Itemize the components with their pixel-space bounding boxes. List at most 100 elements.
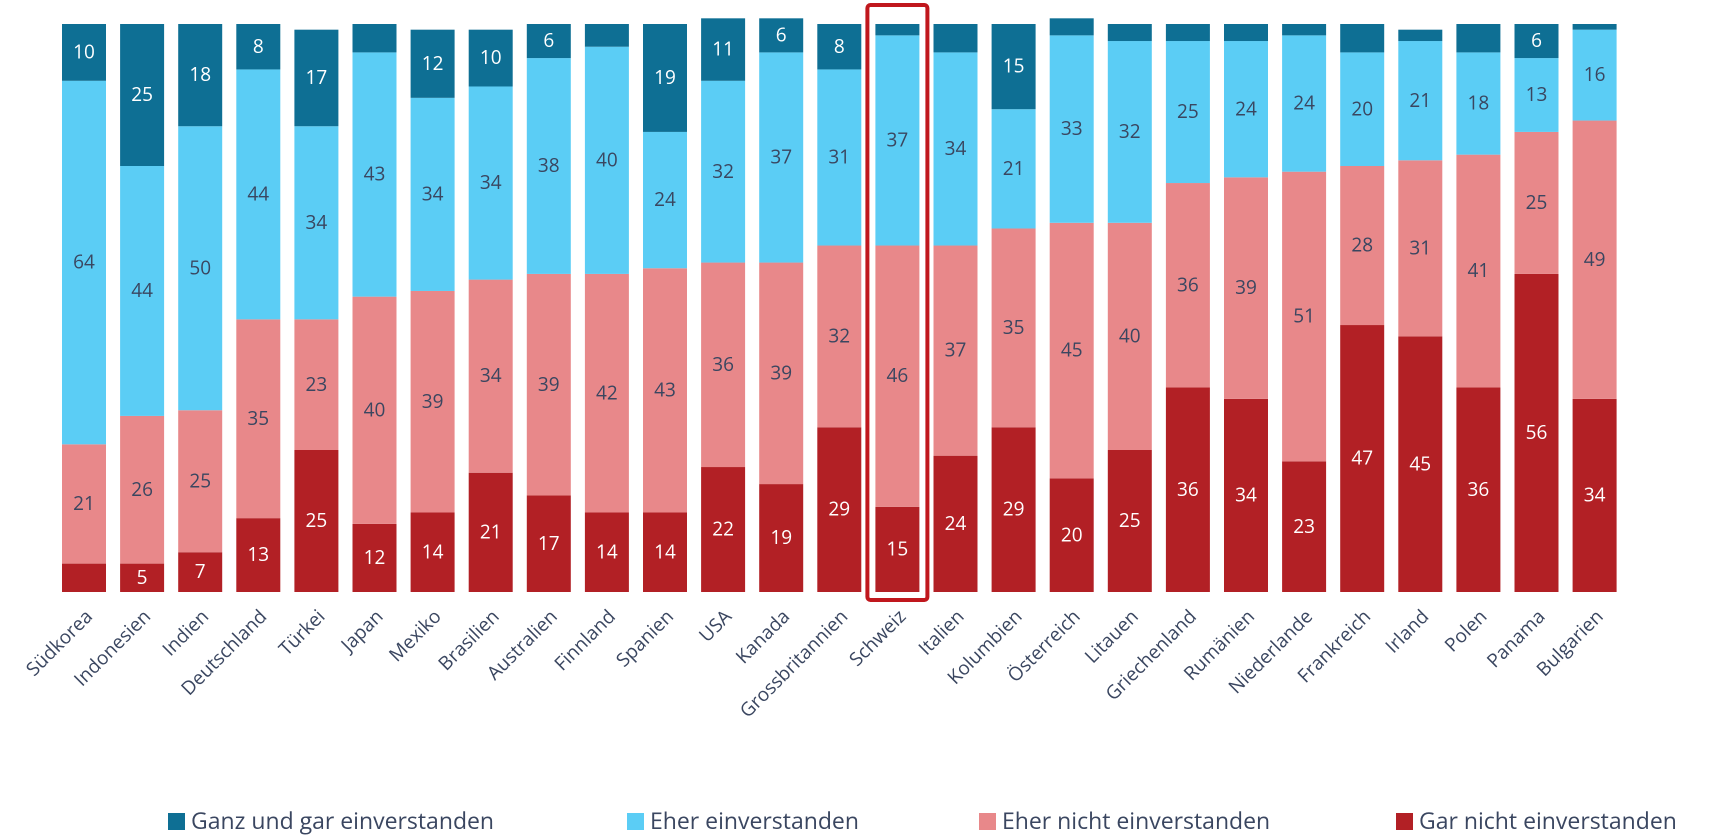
value-label: 44: [247, 180, 269, 206]
bar-segment: [236, 69, 281, 320]
value-label: 8: [253, 33, 264, 59]
bar-segment: [236, 518, 281, 592]
legend-swatch: [979, 813, 996, 830]
bar-segment: [62, 444, 106, 564]
bar-segment: [1572, 398, 1617, 592]
bar-segment: [817, 69, 862, 246]
bar-segment: [1340, 166, 1385, 326]
bar-segment: [701, 262, 746, 468]
x-tick-label: Japan: [334, 603, 389, 658]
bar-segment: [294, 29, 339, 127]
value-label: 47: [1351, 445, 1373, 471]
bar-segment: [1224, 177, 1268, 399]
value-label: 32: [1119, 118, 1141, 144]
value-label: 34: [306, 209, 328, 235]
bar-segment: [875, 35, 920, 246]
bar-segment: [991, 228, 1036, 428]
bar-segment: [933, 52, 978, 246]
value-label: 45: [1061, 337, 1083, 363]
legend-label: Ganz und gar einverstanden: [191, 804, 494, 836]
value-label: 34: [945, 135, 967, 161]
bar-segment: [120, 563, 165, 592]
value-label: 44: [131, 277, 153, 303]
bar-segment: [1514, 273, 1559, 592]
value-label: 26: [131, 476, 153, 502]
bar-segment: [62, 563, 106, 592]
value-label: 16: [1584, 61, 1606, 87]
bar-segment: [468, 86, 513, 280]
value-label: 42: [596, 379, 618, 405]
bar-segment: [1340, 24, 1385, 53]
value-label: 14: [422, 538, 444, 564]
value-label: 37: [945, 337, 967, 363]
bar-segment: [1165, 41, 1210, 184]
bar-segment: [410, 29, 455, 98]
value-label: 28: [1351, 232, 1373, 258]
bar-segment: [1514, 24, 1559, 59]
bar-segment: [178, 24, 223, 127]
bar-segment: [1224, 41, 1268, 178]
value-label: 12: [364, 544, 386, 570]
bar-segment: [1456, 154, 1501, 388]
legend-swatch: [1396, 813, 1413, 830]
value-label: 25: [1119, 507, 1141, 533]
bar-segment: [643, 24, 687, 132]
bar-segment: [1282, 24, 1327, 36]
bar-segment: [817, 427, 862, 592]
value-label: 10: [480, 44, 502, 70]
value-label: 39: [538, 371, 560, 397]
legend-swatch: [627, 813, 644, 830]
value-label: 8: [834, 33, 845, 59]
bar-segment: [643, 268, 687, 513]
x-tick-label: Spanien: [610, 603, 679, 672]
bar-segment: [468, 279, 513, 473]
bar-segment: [526, 58, 571, 274]
value-label: 33: [1061, 115, 1083, 141]
value-label: 35: [247, 405, 269, 431]
value-label: 43: [654, 376, 676, 402]
highlight-box: [865, 3, 930, 602]
bar-segment: [526, 24, 571, 59]
bar-segment: [178, 410, 223, 553]
value-label: 32: [828, 322, 850, 348]
value-label: 15: [887, 535, 909, 561]
value-label: 29: [1003, 496, 1025, 522]
bar-segment: [178, 126, 223, 411]
bar-segment: [1165, 183, 1210, 388]
bar-segment: [1456, 24, 1501, 53]
value-label: 20: [1061, 521, 1083, 547]
value-label: 32: [712, 158, 734, 184]
value-label: 39: [1235, 274, 1257, 300]
value-label: 56: [1526, 419, 1548, 445]
bar-segment: [352, 296, 397, 524]
bar-segment: [294, 450, 339, 592]
value-label: 12: [422, 50, 444, 76]
legend-swatch: [168, 813, 185, 830]
bar-segment: [817, 245, 862, 428]
bar-segment: [1107, 24, 1152, 42]
bar-segment: [410, 290, 455, 513]
value-label: 21: [1003, 155, 1025, 181]
value-label: 34: [1584, 482, 1606, 508]
bar-segment: [584, 46, 629, 274]
bar-segment: [1107, 41, 1152, 223]
value-label: 43: [364, 161, 386, 187]
value-label: 34: [422, 180, 444, 206]
bar-segment: [410, 97, 455, 291]
bar-segment: [1049, 35, 1094, 223]
value-label: 36: [1177, 271, 1199, 297]
bar-segment: [1049, 18, 1094, 36]
value-label: 25: [1177, 98, 1199, 124]
bar-segment: [1224, 24, 1268, 42]
bar-segment: [120, 24, 165, 166]
bar-segment: [991, 24, 1036, 110]
bar-segment: [1398, 29, 1443, 42]
bar-segment: [933, 245, 978, 456]
bar-segment: [584, 273, 629, 513]
bar-segment: [62, 24, 106, 81]
value-label: 14: [596, 538, 618, 564]
value-label: 10: [73, 38, 95, 64]
value-label: 18: [1468, 90, 1490, 116]
bar-segment: [1456, 387, 1501, 592]
